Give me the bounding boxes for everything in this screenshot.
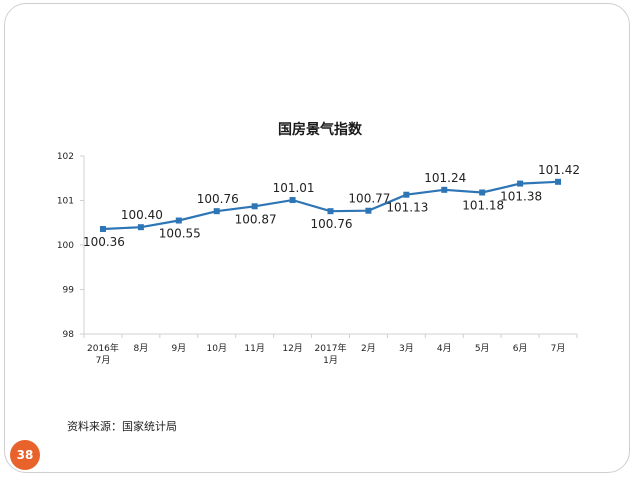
data-point — [175, 217, 182, 224]
data-label: 100.76 — [197, 192, 239, 206]
data-point — [441, 186, 448, 193]
chart-title: 国房景气指数 — [278, 122, 362, 138]
y-tick-label: 99 — [63, 286, 75, 296]
source-note: 资料来源：国家统计局 — [67, 420, 177, 433]
data-labels: 100.36 100.40 100.55 100.76 100.87 101.01 100.… — [83, 163, 580, 249]
data-point — [137, 224, 144, 231]
data-label: 101.24 — [424, 171, 466, 185]
y-tick-label: 100 — [57, 241, 74, 251]
chart-tick-labels: 98 99 100 101 102 2016年 7月 8月 9月 10月 11月 12月 2017年 1月… — [57, 152, 566, 366]
x-tick-label: 11月 — [244, 343, 264, 354]
data-label: 101.13 — [386, 201, 428, 215]
data-label: 101.38 — [500, 190, 542, 204]
data-label: 100.76 — [311, 217, 353, 231]
data-point — [365, 207, 372, 214]
page-number-badge: 38 — [10, 440, 40, 470]
data-label: 101.01 — [273, 181, 315, 195]
y-tick-label: 101 — [57, 197, 74, 207]
x-tick-label: 2017年 1月 — [315, 342, 347, 366]
x-tick-label: 4月 — [437, 343, 452, 354]
data-label: 100.36 — [83, 235, 125, 249]
x-tick-label: 6月 — [513, 343, 528, 354]
data-label: 100.77 — [348, 192, 390, 206]
slide-frame — [4, 3, 630, 473]
x-tick-label: 12月 — [282, 343, 302, 354]
data-point — [213, 208, 220, 215]
data-point — [99, 225, 106, 232]
x-tick-label: 3月 — [399, 343, 414, 354]
data-point — [327, 208, 334, 215]
data-label: 101.42 — [538, 163, 580, 177]
x-tick-label: 9月 — [171, 343, 186, 354]
x-tick-label: 10月 — [207, 343, 227, 354]
data-point — [251, 203, 258, 210]
x-tick-label: 5月 — [475, 343, 490, 354]
data-label: 100.55 — [159, 227, 201, 241]
x-tick-label: 2016年 7月 — [87, 342, 119, 366]
y-tick-label: 98 — [63, 330, 75, 340]
data-point — [517, 180, 524, 187]
data-point — [403, 191, 410, 198]
data-label: 100.40 — [121, 208, 163, 222]
x-tick-label: 7月 — [551, 343, 566, 354]
data-label: 100.87 — [235, 212, 277, 226]
data-point — [289, 197, 296, 204]
x-tick-label: 8月 — [134, 343, 149, 354]
y-tick-label: 102 — [57, 152, 74, 162]
series-points — [99, 178, 562, 232]
data-label: 101.18 — [462, 198, 504, 212]
chart-axes — [80, 155, 578, 338]
data-point — [555, 178, 562, 185]
data-point — [479, 189, 486, 196]
x-tick-label: 2月 — [361, 343, 376, 354]
